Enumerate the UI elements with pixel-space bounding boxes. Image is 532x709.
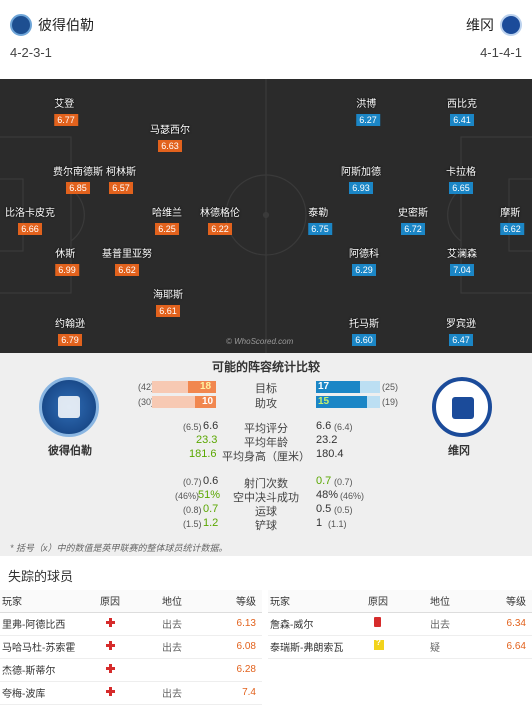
home-player[interactable]: 林德格伦 6.22: [200, 208, 240, 235]
away-missing-table: 玩家 原因 地位 等级 詹森-威尔 出去 6.34 泰瑞斯-弗朗索瓦 疑 6.6…: [268, 590, 532, 659]
match-header: 彼得伯勒 4-2-3-1 维冈 4-1-4-1: [0, 0, 532, 79]
home-player[interactable]: 比洛卡皮克 6.66: [5, 208, 55, 235]
away-player[interactable]: 罗宾逊 6.47: [446, 319, 476, 346]
away-player[interactable]: 摩斯 6.62: [500, 204, 524, 237]
home-name[interactable]: 彼得伯勒: [48, 445, 92, 457]
injury-icon: [106, 686, 115, 696]
injury-icon: [106, 640, 115, 650]
away-player[interactable]: 洪博 6.27: [356, 95, 380, 128]
pitch: 艾登 6.77 马瑟西尔 6.63 费尔南德斯 6.85 柯林斯 6.57 比洛卡皮克 6…: [0, 79, 532, 353]
table-row[interactable]: 杰德-斯蒂尔 6.28: [0, 658, 262, 682]
home-player[interactable]: 哈维兰 6.25: [152, 208, 182, 235]
away-player[interactable]: 史密斯 6.72: [398, 208, 428, 235]
away-crest-icon: [500, 14, 522, 36]
home-team-name[interactable]: 彼得伯勒: [38, 17, 94, 33]
watermark: © WhoScored.com: [226, 337, 294, 346]
home-player[interactable]: 休斯 6.99: [55, 245, 79, 278]
table-row[interactable]: 泰瑞斯-弗朗索瓦 疑 6.64: [268, 635, 532, 659]
away-assists-bar: [316, 396, 380, 408]
injury-icon: [106, 663, 115, 673]
doubtful-icon: [374, 638, 384, 650]
lineup-stats-comparison: 可能的阵容统计比较 彼得伯勒 维冈 (42) 18 目标 17 (25) (30…: [0, 353, 532, 556]
home-player[interactable]: 约翰逊 6.79: [55, 319, 85, 346]
away-player[interactable]: 阿德科 6.29: [349, 249, 379, 276]
home-crest-large-icon: [39, 377, 99, 437]
away-name[interactable]: 维冈: [448, 445, 470, 457]
red-card-icon: [374, 617, 381, 627]
away-player[interactable]: 西比克 6.41: [447, 99, 477, 126]
away-team[interactable]: 维冈: [460, 14, 522, 36]
home-player[interactable]: 费尔南德斯 6.85: [53, 167, 103, 194]
home-player[interactable]: 柯林斯 6.57: [106, 167, 136, 194]
table-row[interactable]: 马哈马杜-苏索霍 出去 6.08: [0, 635, 262, 659]
injury-icon: [106, 617, 115, 627]
home-player[interactable]: 海耶斯 6.61: [153, 290, 183, 317]
away-player[interactable]: 托马斯 6.60: [349, 319, 379, 346]
away-player[interactable]: 阿斯加德 6.93: [341, 167, 381, 194]
table-header: 玩家 原因 地位 等级: [268, 590, 532, 613]
table-row[interactable]: 詹森-威尔 出去 6.34: [268, 612, 532, 636]
away-formation: 4-1-4-1: [480, 45, 522, 60]
home-team[interactable]: 彼得伯勒: [10, 14, 100, 36]
missing-title: 失踪的球员: [8, 569, 74, 584]
pitch-lines: [0, 79, 532, 353]
home-crest-icon: [10, 14, 32, 36]
table-header: 玩家 原因 地位 等级: [0, 590, 262, 613]
stats-title: 可能的阵容统计比较: [211, 360, 320, 374]
home-player[interactable]: 艾登 6.77: [54, 95, 78, 128]
missing-players: 失踪的球员 玩家 原因 地位 等级 里弗-阿德比西 出去 6.13 马哈马杜-苏…: [0, 556, 532, 709]
away-team-name[interactable]: 维冈: [466, 17, 494, 33]
home-missing-table: 玩家 原因 地位 等级 里弗-阿德比西 出去 6.13 马哈马杜-苏索霍 出去 …: [0, 590, 262, 705]
footnote: * 括号（x）中的数值是英甲联赛的整体球员统计数据。: [10, 543, 228, 553]
away-player[interactable]: 艾澜森 7.04: [447, 249, 477, 276]
home-player[interactable]: 基普里亚努 6.62: [102, 249, 152, 276]
away-goals-bar: [316, 381, 380, 393]
away-player[interactable]: 泰勒 6.75: [308, 204, 332, 237]
table-row[interactable]: 夸梅-波库 出去 7.4: [0, 681, 262, 705]
home-formation: 4-2-3-1: [10, 45, 52, 60]
away-crest-large-icon: [432, 377, 492, 437]
away-player[interactable]: 卡拉格 6.65: [446, 167, 476, 194]
home-goals-bar: [152, 381, 216, 393]
home-assists-bar: [152, 396, 216, 408]
table-row[interactable]: 里弗-阿德比西 出去 6.13: [0, 612, 262, 636]
home-player[interactable]: 马瑟西尔 6.63: [150, 125, 190, 152]
